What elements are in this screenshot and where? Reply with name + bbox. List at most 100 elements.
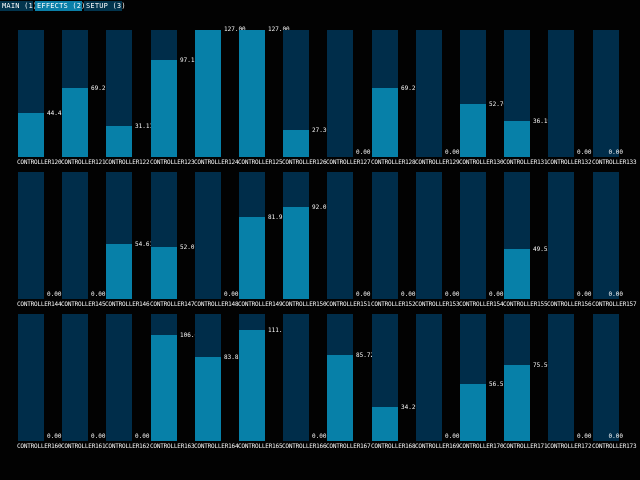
controller-slider[interactable]: 0.00 CONTROLLER133 (592, 30, 637, 166)
slider-label: CONTROLLER153 (415, 301, 460, 308)
controller-slider[interactable]: 0.00 CONTROLLER157 (592, 172, 637, 308)
tab-effects[interactable]: EFFECTS (2) (35, 1, 86, 11)
controller-slider[interactable]: 0.00 CONTROLLER151 (326, 172, 371, 308)
controller-slider[interactable]: 0.00 CONTROLLER129 (415, 30, 460, 166)
controller-slider[interactable]: 0.00 CONTROLLER166 (282, 314, 327, 450)
controller-slider[interactable]: 85.72 CONTROLLER167 (326, 314, 374, 450)
slider-value: 0.00 (91, 433, 106, 440)
slider-fill (106, 244, 132, 299)
slider-fill (283, 130, 309, 157)
controller-slider[interactable]: 0.00 CONTROLLER173 (592, 314, 637, 450)
slider-value: 49.53 (533, 246, 552, 253)
controller-slider[interactable]: 0.00 CONTROLLER172 (547, 314, 592, 450)
slider-label: CONTROLLER122 (105, 159, 150, 166)
slider-value: 0.00 (356, 291, 371, 298)
controller-slider[interactable]: 0.00 CONTROLLER127 (326, 30, 371, 166)
controller-slider[interactable]: 52.70 CONTROLLER130 (459, 30, 507, 166)
controller-slider[interactable]: 0.00 CONTROLLER152 (371, 172, 416, 308)
controller-slider[interactable]: 36.19 CONTROLLER131 (503, 30, 551, 166)
controller-slider[interactable]: 83.82 CONTROLLER164 (194, 314, 242, 450)
controller-slider[interactable]: 111.12 CONTROLLER165 (238, 314, 290, 450)
controller-panel: 44.45 CONTROLLER120 69.21 CONTROLLER121 31.1… (0, 12, 640, 480)
slider-label: CONTROLLER144 (17, 301, 62, 308)
slider-value: 31.11 (135, 123, 154, 130)
slider-label: CONTROLLER126 (282, 159, 327, 166)
slider-value: 34.29 (401, 404, 420, 411)
slider-fill (372, 407, 398, 441)
slider-fill (372, 88, 398, 157)
slider-value: 36.19 (533, 118, 552, 125)
slider-value: 0.00 (445, 433, 460, 440)
controller-slider[interactable]: 31.11 CONTROLLER122 (105, 30, 153, 166)
slider-label: CONTROLLER147 (150, 301, 195, 308)
controller-slider[interactable]: 0.00 CONTROLLER161 (61, 314, 106, 450)
slider-value: 0.00 (608, 149, 623, 156)
slider-value: 0.00 (608, 433, 623, 440)
controller-slider[interactable]: 0.00 CONTROLLER160 (17, 314, 62, 450)
slider-label: CONTROLLER128 (371, 159, 416, 166)
slider-fill (327, 355, 353, 441)
slider-label: CONTROLLER172 (547, 443, 592, 450)
slider-label: CONTROLLER132 (547, 159, 592, 166)
controller-slider[interactable]: 52.07 CONTROLLER147 (150, 172, 198, 308)
tab-main[interactable]: MAIN (1) (0, 1, 38, 11)
controller-slider[interactable]: 0.00 CONTROLLER154 (459, 172, 504, 308)
controller-slider[interactable]: 0.00 CONTROLLER169 (415, 314, 460, 450)
slider-label: CONTROLLER163 (150, 443, 195, 450)
controller-slider[interactable]: 54.61 CONTROLLER146 (105, 172, 153, 308)
slider-fill (460, 104, 486, 157)
slider-value: 0.00 (577, 149, 592, 156)
controller-slider[interactable]: 0.00 CONTROLLER132 (547, 30, 592, 166)
controller-slider[interactable]: 0.00 CONTROLLER148 (194, 172, 239, 308)
controller-slider[interactable]: 0.00 CONTROLLER144 (17, 172, 62, 308)
slider-label: CONTROLLER131 (503, 159, 548, 166)
slider-fill (151, 60, 177, 157)
slider-label: CONTROLLER169 (415, 443, 460, 450)
slider-value: 97.15 (180, 57, 199, 64)
controller-slider[interactable]: 81.91 CONTROLLER149 (238, 172, 286, 308)
controller-slider[interactable]: 127.00 CONTROLLER125 (238, 26, 290, 166)
slider-value: 0.00 (224, 291, 239, 298)
slider-value: 52.70 (489, 101, 508, 108)
slider-label: CONTROLLER160 (17, 443, 62, 450)
slider-fill (18, 113, 44, 157)
controller-slider[interactable]: 0.00 CONTROLLER145 (61, 172, 106, 308)
slider-fill (283, 207, 309, 299)
controller-slider[interactable]: 56.51 CONTROLLER170 (459, 314, 507, 450)
controller-slider[interactable]: 0.00 CONTROLLER156 (547, 172, 592, 308)
slider-label: CONTROLLER164 (194, 443, 239, 450)
controller-slider[interactable]: 69.21 CONTROLLER128 (371, 30, 419, 166)
slider-value: 44.45 (47, 110, 66, 117)
tab-bar: MAIN (1) EFFECTS (2) SETUP (3) (0, 0, 640, 12)
slider-fill (195, 30, 221, 157)
controller-slider[interactable]: 97.15 CONTROLLER123 (150, 30, 198, 166)
controller-slider[interactable]: 44.45 CONTROLLER120 (17, 30, 65, 166)
slider-fill (151, 247, 177, 299)
slider-label: CONTROLLER167 (326, 443, 371, 450)
slider-value: 0.00 (577, 433, 592, 440)
slider-value: 0.00 (608, 291, 623, 298)
controller-slider[interactable]: 34.29 CONTROLLER168 (371, 314, 419, 450)
slider-label: CONTROLLER127 (326, 159, 371, 166)
slider-value: 0.00 (135, 433, 150, 440)
controller-slider[interactable]: 69.21 CONTROLLER121 (61, 30, 109, 166)
tab-setup[interactable]: SETUP (3) (84, 1, 126, 11)
controller-slider[interactable]: 49.53 CONTROLLER155 (503, 172, 551, 308)
slider-label: CONTROLLER145 (61, 301, 106, 308)
controller-slider[interactable]: 92.07 CONTROLLER150 (282, 172, 330, 308)
slider-fill (239, 217, 265, 299)
controller-slider[interactable]: 0.00 CONTROLLER153 (415, 172, 460, 308)
controller-slider[interactable]: 127.00 CONTROLLER124 (194, 26, 246, 166)
slider-fill (195, 357, 221, 441)
controller-slider[interactable]: 106.04 CONTROLLER163 (150, 314, 202, 450)
slider-value: 0.00 (445, 291, 460, 298)
controller-slider[interactable]: 27.30 CONTROLLER126 (282, 30, 330, 166)
slider-value: 56.51 (489, 381, 508, 388)
controller-slider[interactable]: 0.00 CONTROLLER162 (105, 314, 150, 450)
slider-fill (239, 330, 265, 441)
slider-value: 0.00 (445, 149, 460, 156)
slider-fill (504, 121, 530, 157)
slider-value: 81.91 (268, 214, 287, 221)
slider-label: CONTROLLER129 (415, 159, 460, 166)
controller-slider[interactable]: 75.56 CONTROLLER171 (503, 314, 551, 450)
